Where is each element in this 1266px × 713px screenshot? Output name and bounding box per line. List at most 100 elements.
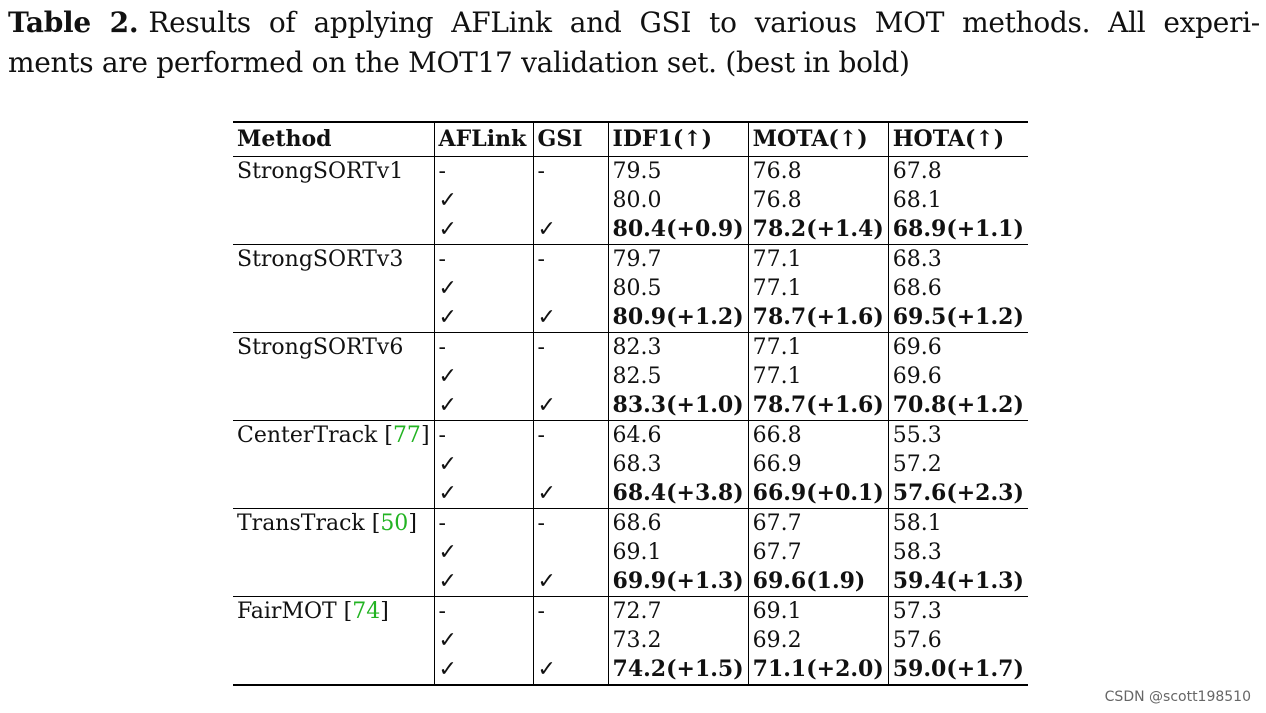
gsi-cell: ✓ [533,567,609,597]
idf1-cell: 69.9(+1.3) [608,567,749,597]
idf1-cell: 80.9(+1.2) [608,303,749,333]
hota-cell: 59.0(+1.7) [892,656,1024,682]
method-name: FairMOT [237,599,337,624]
aflink-cell: ✓ [434,362,534,391]
citation-bracket-open: [ [364,511,381,536]
gsi-cell [533,538,609,567]
citation-link[interactable]: 77 [392,423,421,448]
hota-cell: 57.6 [892,628,942,653]
method-name: StrongSORTv1 [237,159,404,184]
caption-label: Table 2. [8,6,139,39]
method-cell [233,655,435,685]
idf1-cell: 79.7 [608,244,749,274]
table-row: ✓ 80.5 77.1 68.6 [233,274,1028,303]
mota-cell: 66.9(+0.1) [748,479,889,509]
caption-text-2: ments are performed on the MOT17 validat… [8,46,910,79]
caption-line-1: Table 2. Results of applying AFLink and G… [8,3,1260,43]
mota-cell: 66.9 [748,450,889,479]
idf1-cell: 80.5 [608,274,749,303]
method-cell [233,450,435,479]
hota-cell: 57.6(+2.3) [888,479,1028,509]
mota-cell: 71.1(+2.0) [748,655,889,685]
aflink-cell: ✓ [434,186,534,215]
hota-cell: 68.1 [892,188,942,213]
table-caption: Table 2. Results of applying AFLink and G… [8,3,1260,83]
mota-cell: 69.6(1.9) [748,567,889,597]
mota-cell: 69.2 [748,626,889,655]
gsi-cell [533,450,609,479]
hota-cell: 67.8 [892,159,942,184]
method-cell [233,186,435,215]
hota-cell: 58.1 [892,511,942,536]
idf1-cell: 68.4(+3.8) [608,479,749,509]
hota-cell: 68.6 [892,276,942,301]
table-row: ✓ 69.1 67.7 58.3 [233,538,1028,567]
method-cell: CenterTrack [77] [233,420,435,450]
aflink-cell: ✓ [434,479,534,509]
gsi-cell: ✓ [533,655,609,685]
idf1-cell: 80.0 [608,186,749,215]
method-name: CenterTrack [237,423,378,448]
table-row: ✓ 82.5 77.1 69.6 [233,362,1028,391]
hota-cell: 57.3 [892,599,942,624]
citation-bracket-close: ] [408,511,417,536]
header-idf1: IDF1(↑) [608,122,749,157]
mota-cell: 76.8 [748,186,889,215]
table-row: ✓ 80.0 76.8 68.1 [233,186,1028,215]
header-method: Method [233,122,435,157]
idf1-cell: 68.3 [608,450,749,479]
hota-cell: 69.5(+1.2) [888,303,1028,333]
aflink-cell: - [434,508,534,538]
idf1-cell: 68.6 [608,508,749,538]
header-hota: HOTA(↑) [888,122,1028,157]
idf1-cell: 82.3 [608,332,749,362]
hota-cell: 68.3 [892,247,942,272]
aflink-cell: ✓ [434,450,534,479]
gsi-cell: - [533,508,609,538]
table-row: ✓ ✓ 69.9(+1.3) 69.6(1.9) 59.4(+1.3) [233,567,1028,597]
idf1-cell: 69.1 [608,538,749,567]
citation-link[interactable]: 74 [352,599,381,624]
header-aflink: AFLink [434,122,534,157]
citation-bracket-close: ] [420,423,430,448]
idf1-cell: 80.4(+0.9) [608,215,749,245]
aflink-cell: ✓ [434,274,534,303]
table-row: ✓ ✓ 83.3(+1.0) 78.7(+1.6) 70.8(+1.2) [233,391,1028,421]
mota-cell: 77.1 [748,332,889,362]
aflink-cell: - [434,156,534,186]
method-cell: StrongSORTv6 [233,332,435,362]
table-row: ✓ ✓ 74.2(+1.5) 71.1(+2.0) 59.0(+1.7) [233,655,1028,685]
method-cell: StrongSORTv1 [233,156,435,186]
gsi-cell [533,186,609,215]
caption-text-1: Results of applying AFLink and GSI to va… [148,6,1260,39]
aflink-cell: ✓ [434,303,534,333]
gsi-cell: ✓ [533,479,609,509]
method-cell [233,303,435,333]
method-cell: StrongSORTv3 [233,244,435,274]
mota-cell: 77.1 [748,274,889,303]
aflink-cell: ✓ [434,567,534,597]
aflink-cell: ✓ [434,538,534,567]
method-cell [233,567,435,597]
idf1-cell: 72.7 [608,596,749,626]
table-row: ✓ 73.2 69.2 57.6 [233,626,1028,655]
citation-bracket-close: ] [380,599,389,624]
method-name: StrongSORTv3 [237,247,404,272]
aflink-cell: - [434,596,534,626]
table-row: FairMOT [74] - -72.7 69.1 57.3 [233,596,1028,626]
mota-cell: 66.8 [748,420,889,450]
mota-cell: 77.1 [748,362,889,391]
mota-cell: 77.1 [748,244,889,274]
hota-cell: 55.3 [892,423,942,448]
mota-cell: 76.8 [748,156,889,186]
gsi-cell: - [533,420,609,450]
gsi-cell: ✓ [533,215,609,245]
mota-cell: 78.7(+1.6) [748,391,889,421]
header-mota: MOTA(↑) [748,122,889,157]
hota-cell: 57.2 [892,452,942,477]
citation-link[interactable]: 50 [380,511,409,536]
aflink-cell: - [434,332,534,362]
idf1-cell: 79.5 [608,156,749,186]
hota-cell: 69.6 [892,335,942,360]
method-cell: FairMOT [74] [233,596,435,626]
